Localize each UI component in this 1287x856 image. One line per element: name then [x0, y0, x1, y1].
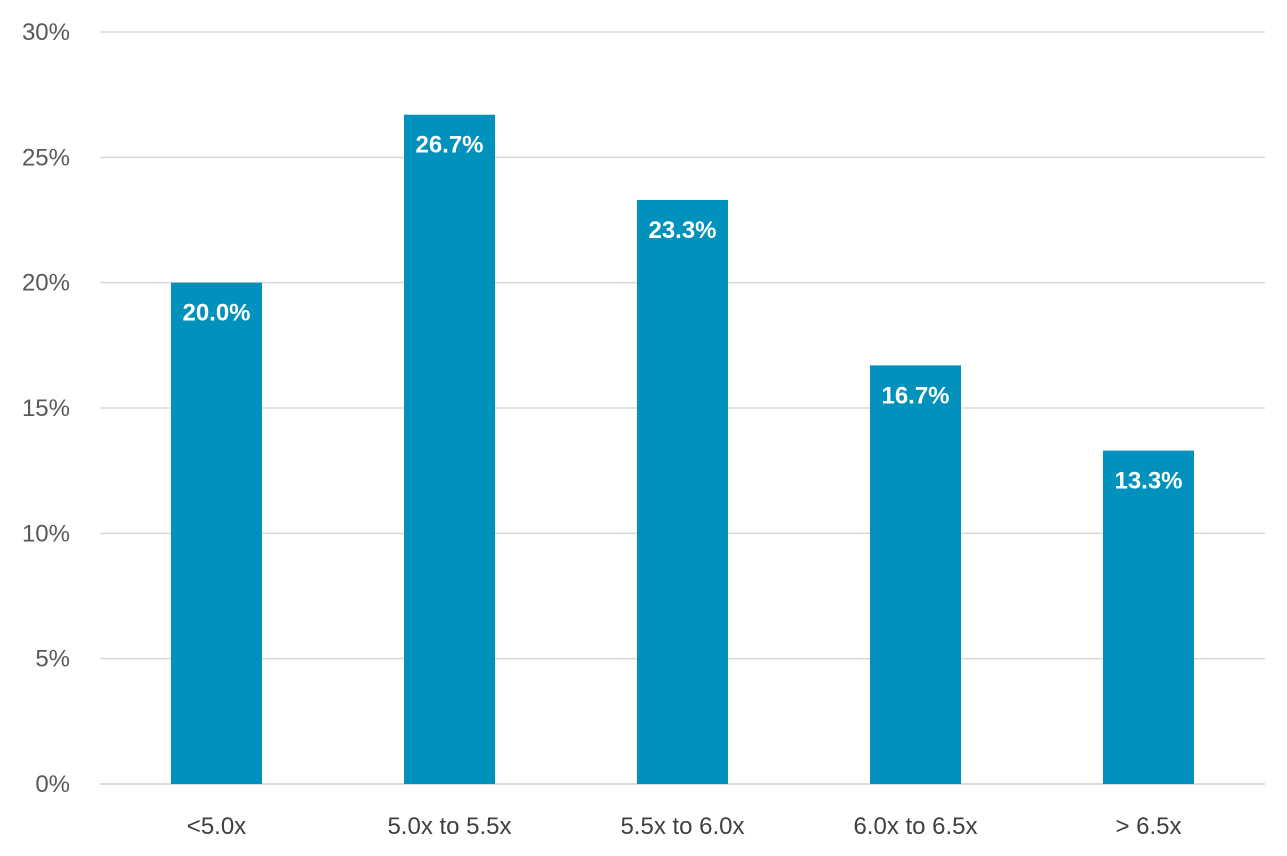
y-tick-label: 0% — [35, 771, 70, 798]
bar — [171, 282, 262, 784]
bar — [870, 365, 961, 784]
y-tick-label: 25% — [22, 144, 70, 171]
bar-value-label: 23.3% — [648, 217, 716, 244]
bar-value-label: 26.7% — [415, 132, 483, 159]
y-tick-label: 10% — [22, 520, 70, 547]
y-tick-label: 20% — [22, 270, 70, 297]
bars — [171, 114, 1194, 785]
x-axis: <5.0x 5.0x to 5.5x 5.5x to 6.0x 6.0x to 6.5… — [187, 813, 1182, 840]
y-tick-label: 15% — [22, 395, 70, 422]
y-axis: 0% 5% 10% 15% 20% 25% 30% — [22, 19, 70, 798]
bar-value-label: 16.7% — [881, 382, 949, 409]
y-tick-label: 5% — [35, 646, 70, 673]
bar — [1103, 450, 1194, 784]
bar — [637, 199, 728, 785]
x-tick-label: 5.0x to 5.5x — [387, 813, 511, 840]
x-tick-label: <5.0x — [187, 813, 246, 840]
x-tick-label: 5.5x to 6.0x — [620, 813, 744, 840]
x-tick-label: 6.0x to 6.5x — [853, 813, 977, 840]
y-tick-label: 30% — [22, 19, 70, 46]
data-labels: 20.0% 26.7% 23.3% 16.7% 13.3% — [182, 132, 1182, 495]
bar-value-label: 20.0% — [182, 300, 250, 327]
x-tick-label: > 6.5x — [1115, 813, 1181, 840]
bar-value-label: 13.3% — [1114, 468, 1182, 495]
bar — [404, 114, 495, 785]
